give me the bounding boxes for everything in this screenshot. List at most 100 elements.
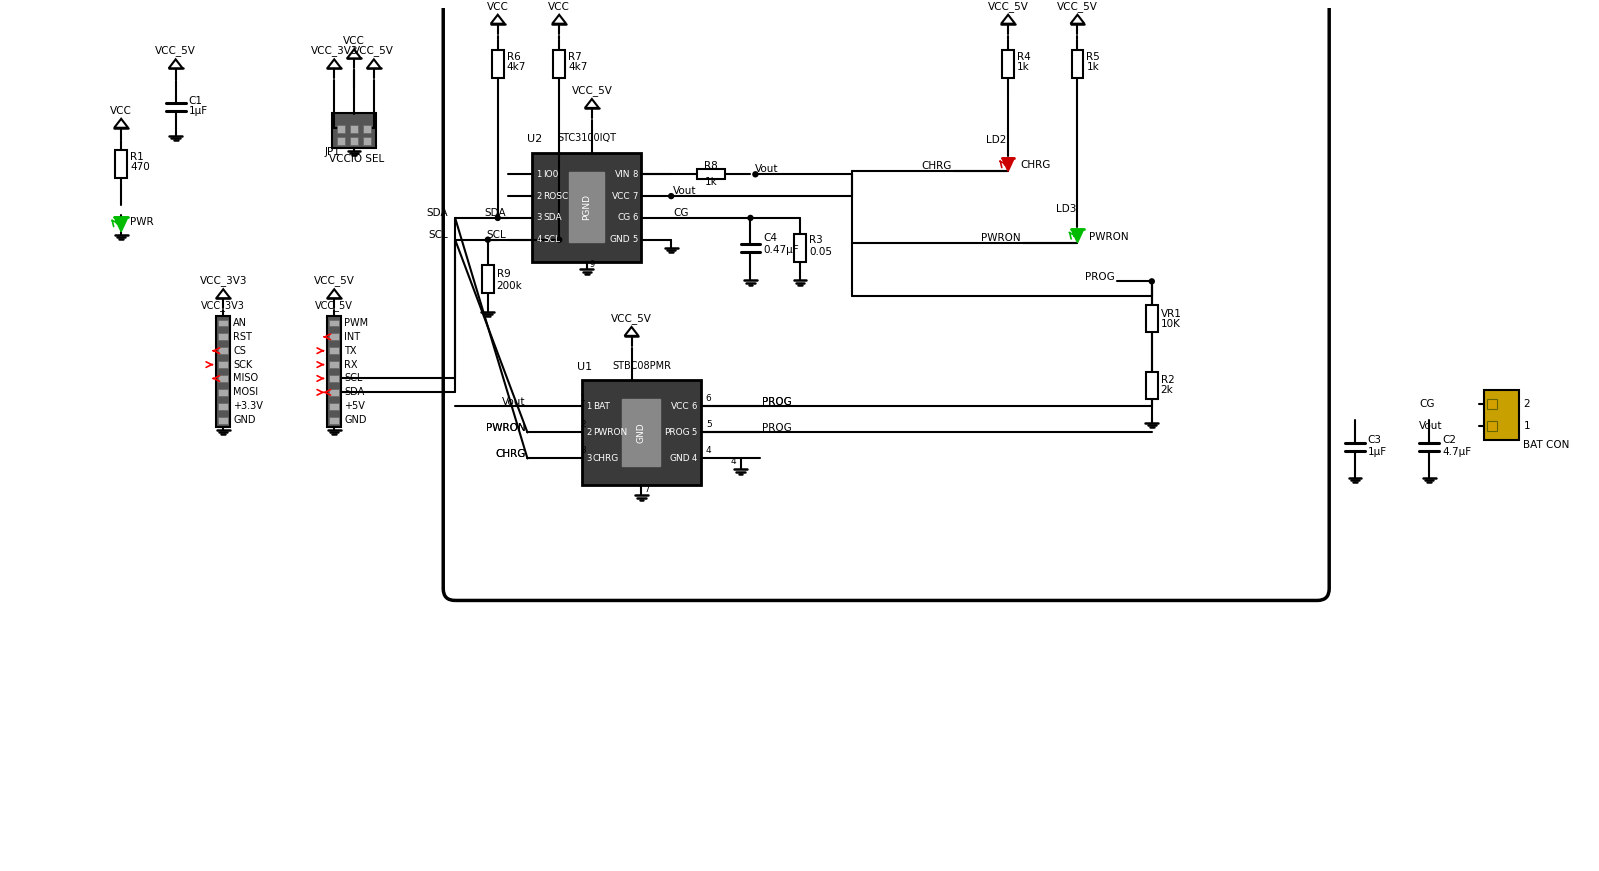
Text: R8: R8	[704, 161, 718, 172]
Text: 0.47μF: 0.47μF	[763, 245, 800, 254]
Text: PROG: PROG	[763, 422, 792, 433]
Bar	[492, 50, 504, 78]
Text: 1k: 1k	[705, 177, 718, 187]
Text: LD3: LD3	[1055, 204, 1076, 214]
Polygon shape	[366, 59, 381, 68]
Text: +3.3V: +3.3V	[233, 402, 262, 411]
Bar	[1071, 50, 1084, 78]
Text: PWR: PWR	[130, 217, 154, 226]
Circle shape	[753, 172, 758, 177]
Bar	[1003, 50, 1014, 78]
Text: ROSC: ROSC	[544, 192, 569, 200]
Polygon shape	[328, 289, 341, 298]
Text: PWRON: PWRON	[982, 233, 1022, 243]
Bar	[329, 320, 339, 327]
Text: 9: 9	[590, 260, 595, 269]
Circle shape	[556, 237, 561, 242]
Polygon shape	[1001, 15, 1015, 24]
Bar	[1146, 305, 1158, 333]
Text: LD2: LD2	[987, 135, 1007, 145]
Bar	[582, 381, 700, 484]
Text: TX: TX	[344, 346, 357, 355]
Polygon shape	[328, 59, 341, 68]
Bar	[622, 399, 660, 466]
Bar	[1146, 372, 1158, 399]
Text: 4: 4	[731, 457, 736, 466]
Text: VCC_5V: VCC_5V	[988, 1, 1028, 12]
Bar	[481, 266, 494, 294]
Text: SDA: SDA	[544, 213, 561, 222]
Polygon shape	[585, 99, 598, 108]
Text: PWRON: PWRON	[486, 422, 526, 433]
Bar	[329, 334, 339, 341]
Text: CHRG: CHRG	[1020, 160, 1051, 171]
Bar	[569, 172, 604, 242]
Text: 3: 3	[585, 454, 592, 463]
Bar	[363, 125, 371, 132]
Text: 2k: 2k	[1161, 385, 1174, 395]
Text: PGND: PGND	[582, 194, 592, 220]
Bar	[1487, 399, 1497, 409]
Text: 1μF: 1μF	[189, 106, 208, 116]
Text: C1: C1	[189, 96, 203, 106]
Circle shape	[748, 215, 753, 220]
Text: 2: 2	[536, 192, 542, 200]
Text: PWM: PWM	[344, 318, 368, 328]
Text: 4: 4	[536, 235, 542, 244]
Text: R9: R9	[497, 269, 510, 280]
Text: 1k: 1k	[1086, 63, 1099, 72]
Circle shape	[496, 215, 500, 220]
Text: VR1: VR1	[1161, 309, 1182, 319]
Bar	[219, 361, 229, 368]
Text: VCC: VCC	[486, 2, 508, 12]
Circle shape	[668, 193, 673, 199]
Text: +5V: +5V	[344, 402, 365, 411]
Bar	[329, 388, 339, 395]
Text: MOSI: MOSI	[233, 388, 259, 397]
Text: R6: R6	[507, 52, 520, 63]
Text: R5: R5	[1086, 52, 1100, 63]
Text: SCL: SCL	[344, 374, 363, 383]
Text: IO0: IO0	[544, 170, 558, 179]
Text: R2: R2	[1161, 375, 1175, 386]
Text: 4.7μF: 4.7μF	[1442, 447, 1471, 456]
Text: AN: AN	[233, 318, 248, 328]
Bar	[337, 137, 345, 145]
Text: Vout: Vout	[755, 165, 779, 174]
Text: VCC: VCC	[672, 402, 691, 411]
Text: VCC_5V: VCC_5V	[611, 313, 652, 324]
Text: 1k: 1k	[1017, 63, 1030, 72]
Text: 7: 7	[644, 485, 649, 494]
Text: VCC_5V: VCC_5V	[1057, 1, 1099, 12]
Polygon shape	[552, 15, 566, 24]
Text: 6: 6	[705, 394, 712, 403]
Text: VCC_3V3: VCC_3V3	[310, 45, 358, 57]
Polygon shape	[1003, 158, 1014, 172]
Text: STC3100IQT: STC3100IQT	[558, 132, 617, 143]
Circle shape	[486, 237, 491, 242]
Text: CHRG: CHRG	[496, 449, 526, 458]
Text: 1: 1	[585, 402, 592, 411]
Bar	[219, 334, 229, 341]
Text: MISO: MISO	[233, 374, 259, 383]
Text: PROG: PROG	[1086, 273, 1115, 282]
Text: 10K: 10K	[1161, 319, 1180, 329]
Text: VCC_3V3: VCC_3V3	[201, 300, 245, 311]
Text: 1μF: 1μF	[1367, 447, 1386, 456]
Text: SCK: SCK	[233, 360, 253, 369]
Bar	[329, 416, 339, 423]
Text: GND: GND	[344, 415, 366, 425]
Text: SDA: SDA	[344, 388, 365, 397]
Text: RST: RST	[233, 332, 253, 341]
Text: 470: 470	[130, 162, 150, 172]
Text: SCL: SCL	[544, 235, 560, 244]
Polygon shape	[1071, 15, 1084, 24]
Text: 5: 5	[705, 420, 712, 429]
Text: C3: C3	[1367, 435, 1382, 445]
Text: CG: CG	[673, 208, 689, 218]
Bar	[329, 348, 339, 354]
Text: CG: CG	[617, 213, 630, 222]
Text: VCC_5V: VCC_5V	[315, 300, 353, 311]
Polygon shape	[114, 217, 128, 232]
Text: CG: CG	[1420, 399, 1434, 409]
